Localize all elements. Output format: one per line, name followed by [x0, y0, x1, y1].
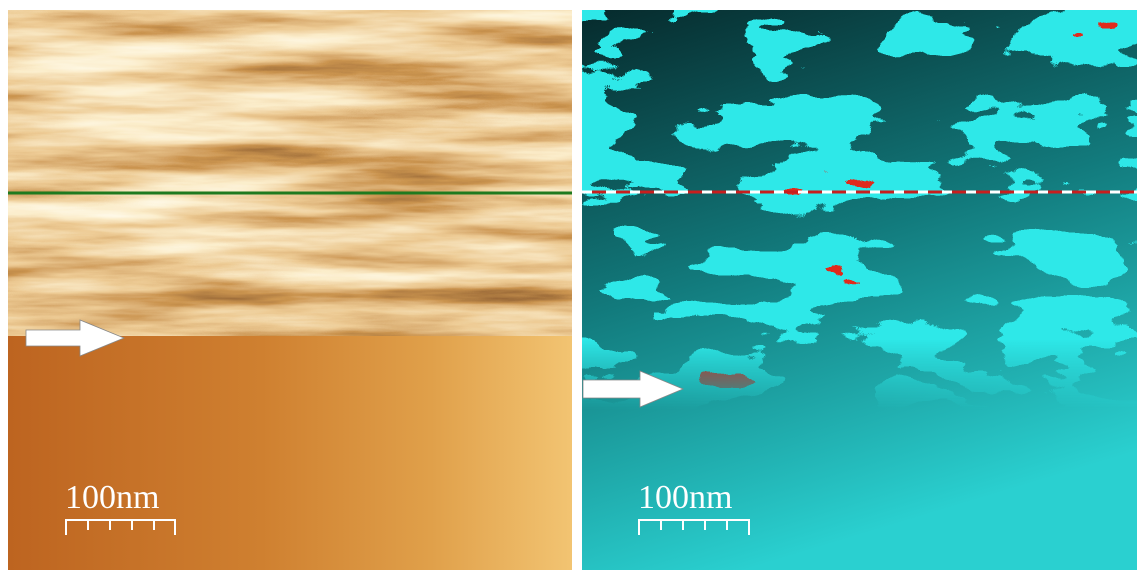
- left-panel-texture: [8, 10, 572, 336]
- scale-label: 100nm: [638, 479, 732, 516]
- figure: 100nm 100nm: [0, 0, 1137, 572]
- page: 100nm 100nm (() => { const data = JSON.p…: [0, 0, 1137, 572]
- scale-label: 100nm: [65, 479, 159, 516]
- right-panel-texture: [582, 10, 1137, 480]
